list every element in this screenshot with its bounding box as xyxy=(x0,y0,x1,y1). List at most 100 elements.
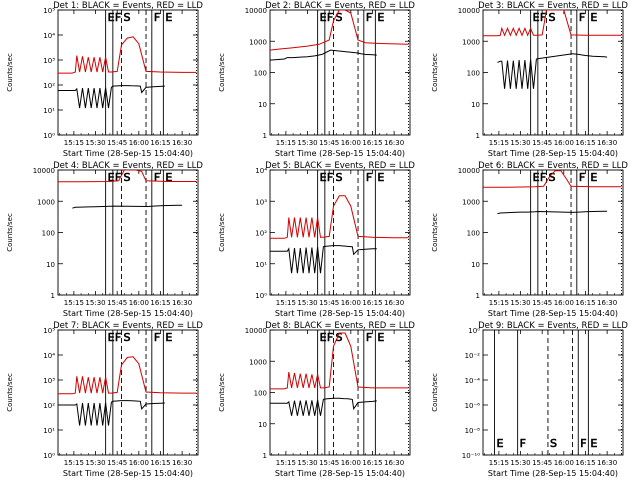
y-tick-label: 1000 xyxy=(249,38,267,46)
x-axis-label: Start Time (28-Sep-15 15:04:40) xyxy=(488,149,618,158)
x-tick-label: 15:15 xyxy=(489,459,509,467)
plot-frame xyxy=(57,9,199,136)
y-tick-label: 10¹ xyxy=(43,427,55,435)
x-tick-label: 16:15 xyxy=(150,459,170,467)
marker-label: F xyxy=(520,437,526,450)
marker-label: F xyxy=(327,171,333,184)
x-tick-label: 16:15 xyxy=(362,299,382,307)
x-tick-label: 16:00 xyxy=(341,139,361,147)
y-tick-label: 1 xyxy=(476,132,480,140)
marker-label: E xyxy=(377,171,384,184)
marker-label: E xyxy=(590,171,597,184)
x-tick-label: 15:30 xyxy=(510,139,530,147)
x-tick-label: 16:00 xyxy=(341,299,361,307)
event-markers xyxy=(270,170,410,295)
event-markers xyxy=(270,330,410,455)
x-tick-label: 15:45 xyxy=(107,459,127,467)
marker-label: F xyxy=(327,331,333,344)
x-tick-label: 15:30 xyxy=(85,459,105,467)
marker-label: E xyxy=(108,11,115,24)
y-tick-label: 10² xyxy=(255,230,267,238)
y-tick-label: 10⁵ xyxy=(43,7,55,15)
y-tick-label: 100 xyxy=(254,70,267,78)
x-tick-label: 16:30 xyxy=(172,299,192,307)
plot-frame xyxy=(269,329,411,456)
series-events-line xyxy=(497,53,608,89)
x-tick-label: 16:30 xyxy=(384,299,404,307)
y-tick-label: 10⁻⁸ xyxy=(465,427,481,435)
marker-label: S xyxy=(124,11,131,24)
x-tick-label: 16:15 xyxy=(150,139,170,147)
marker-label: F xyxy=(540,171,546,184)
marker-label: E xyxy=(497,437,504,450)
y-tick-label: 10000 xyxy=(458,7,480,15)
panel-det-6: Det 6: BLACK = Events, RED = LLD Counts/s… xyxy=(431,161,628,318)
series-lld-line xyxy=(483,170,622,188)
y-tick-label: 10⁴ xyxy=(255,167,267,175)
panel-det-7: Det 7: BLACK = Events, RED = LLD Counts/s… xyxy=(6,321,203,478)
panel-title: Det 9: BLACK = Events, RED = LLD xyxy=(478,321,628,331)
x-axis-label: Start Time (28-Sep-15 15:04:40) xyxy=(63,149,193,158)
x-tick-label: 15:30 xyxy=(510,459,530,467)
x-tick-label: 15:45 xyxy=(319,139,339,147)
marker-label: F xyxy=(154,171,160,184)
series-events-line xyxy=(270,49,377,61)
marker-label: F xyxy=(115,11,121,24)
marker-label: F xyxy=(366,331,372,344)
marker-label: E xyxy=(165,171,172,184)
series-events-line xyxy=(270,397,377,416)
marker-label: E xyxy=(165,11,172,24)
y-tick-label: 10 xyxy=(471,261,480,269)
marker-label: S xyxy=(124,331,131,344)
x-tick-label: 16:30 xyxy=(172,459,192,467)
y-axis-label: Counts/sec xyxy=(431,213,439,252)
marker-label: E xyxy=(533,171,540,184)
series-group xyxy=(270,195,409,274)
x-tick-label: 16:15 xyxy=(575,139,595,147)
x-tick-label: 15:30 xyxy=(510,299,530,307)
series-group xyxy=(483,170,622,215)
marker-label: E xyxy=(108,171,115,184)
panel-det-1: Det 1: BLACK = Events, RED = LLD Counts/s… xyxy=(6,1,203,158)
panel-title: Det 6: BLACK = Events, RED = LLD xyxy=(478,161,628,171)
plot-frame xyxy=(482,329,624,456)
x-tick-label: 15:15 xyxy=(276,139,296,147)
marker-label: E xyxy=(590,11,597,24)
plot-frame xyxy=(269,9,411,136)
x-tick-label: 15:15 xyxy=(64,299,84,307)
marker-label: F xyxy=(580,437,586,450)
event-markers xyxy=(483,10,623,135)
marker-label: E xyxy=(320,331,327,344)
series-group xyxy=(58,356,197,426)
y-tick-label: 1000 xyxy=(249,358,267,366)
marker-label: S xyxy=(549,11,556,24)
panel-title: Det 7: BLACK = Events, RED = LLD xyxy=(53,321,203,331)
marker-label: E xyxy=(533,11,540,24)
series-lld-line xyxy=(58,170,197,183)
x-tick-label: 16:00 xyxy=(129,139,149,147)
y-tick-label: 10 xyxy=(258,101,267,109)
event-markers xyxy=(58,170,198,295)
y-axis-label: Counts/sec xyxy=(431,373,439,412)
marker-label: F xyxy=(366,11,372,24)
y-axis-label: Counts/sec xyxy=(6,53,14,92)
series-lld-line xyxy=(483,10,622,37)
marker-label: F xyxy=(115,331,121,344)
plot-frame xyxy=(57,329,199,456)
x-tick-label: 16:00 xyxy=(554,139,574,147)
y-axis-label: Counts/sec xyxy=(218,373,226,412)
marker-label: S xyxy=(124,171,131,184)
marker-label: S xyxy=(336,11,343,24)
marker-label: E xyxy=(377,331,384,344)
marker-label: F xyxy=(366,171,372,184)
x-tick-label: 16:00 xyxy=(554,459,574,467)
x-tick-label: 15:15 xyxy=(489,299,509,307)
series-events-line xyxy=(58,400,165,426)
y-tick-label: 10³ xyxy=(43,57,55,65)
y-tick-label: 10² xyxy=(43,402,55,410)
y-tick-label: 10⁵ xyxy=(43,327,55,335)
series-lld-line xyxy=(58,356,197,395)
y-tick-label: 10¹ xyxy=(255,261,267,269)
x-axis-label: Start Time (28-Sep-15 15:04:40) xyxy=(63,309,193,318)
y-tick-label: 10 xyxy=(258,421,267,429)
